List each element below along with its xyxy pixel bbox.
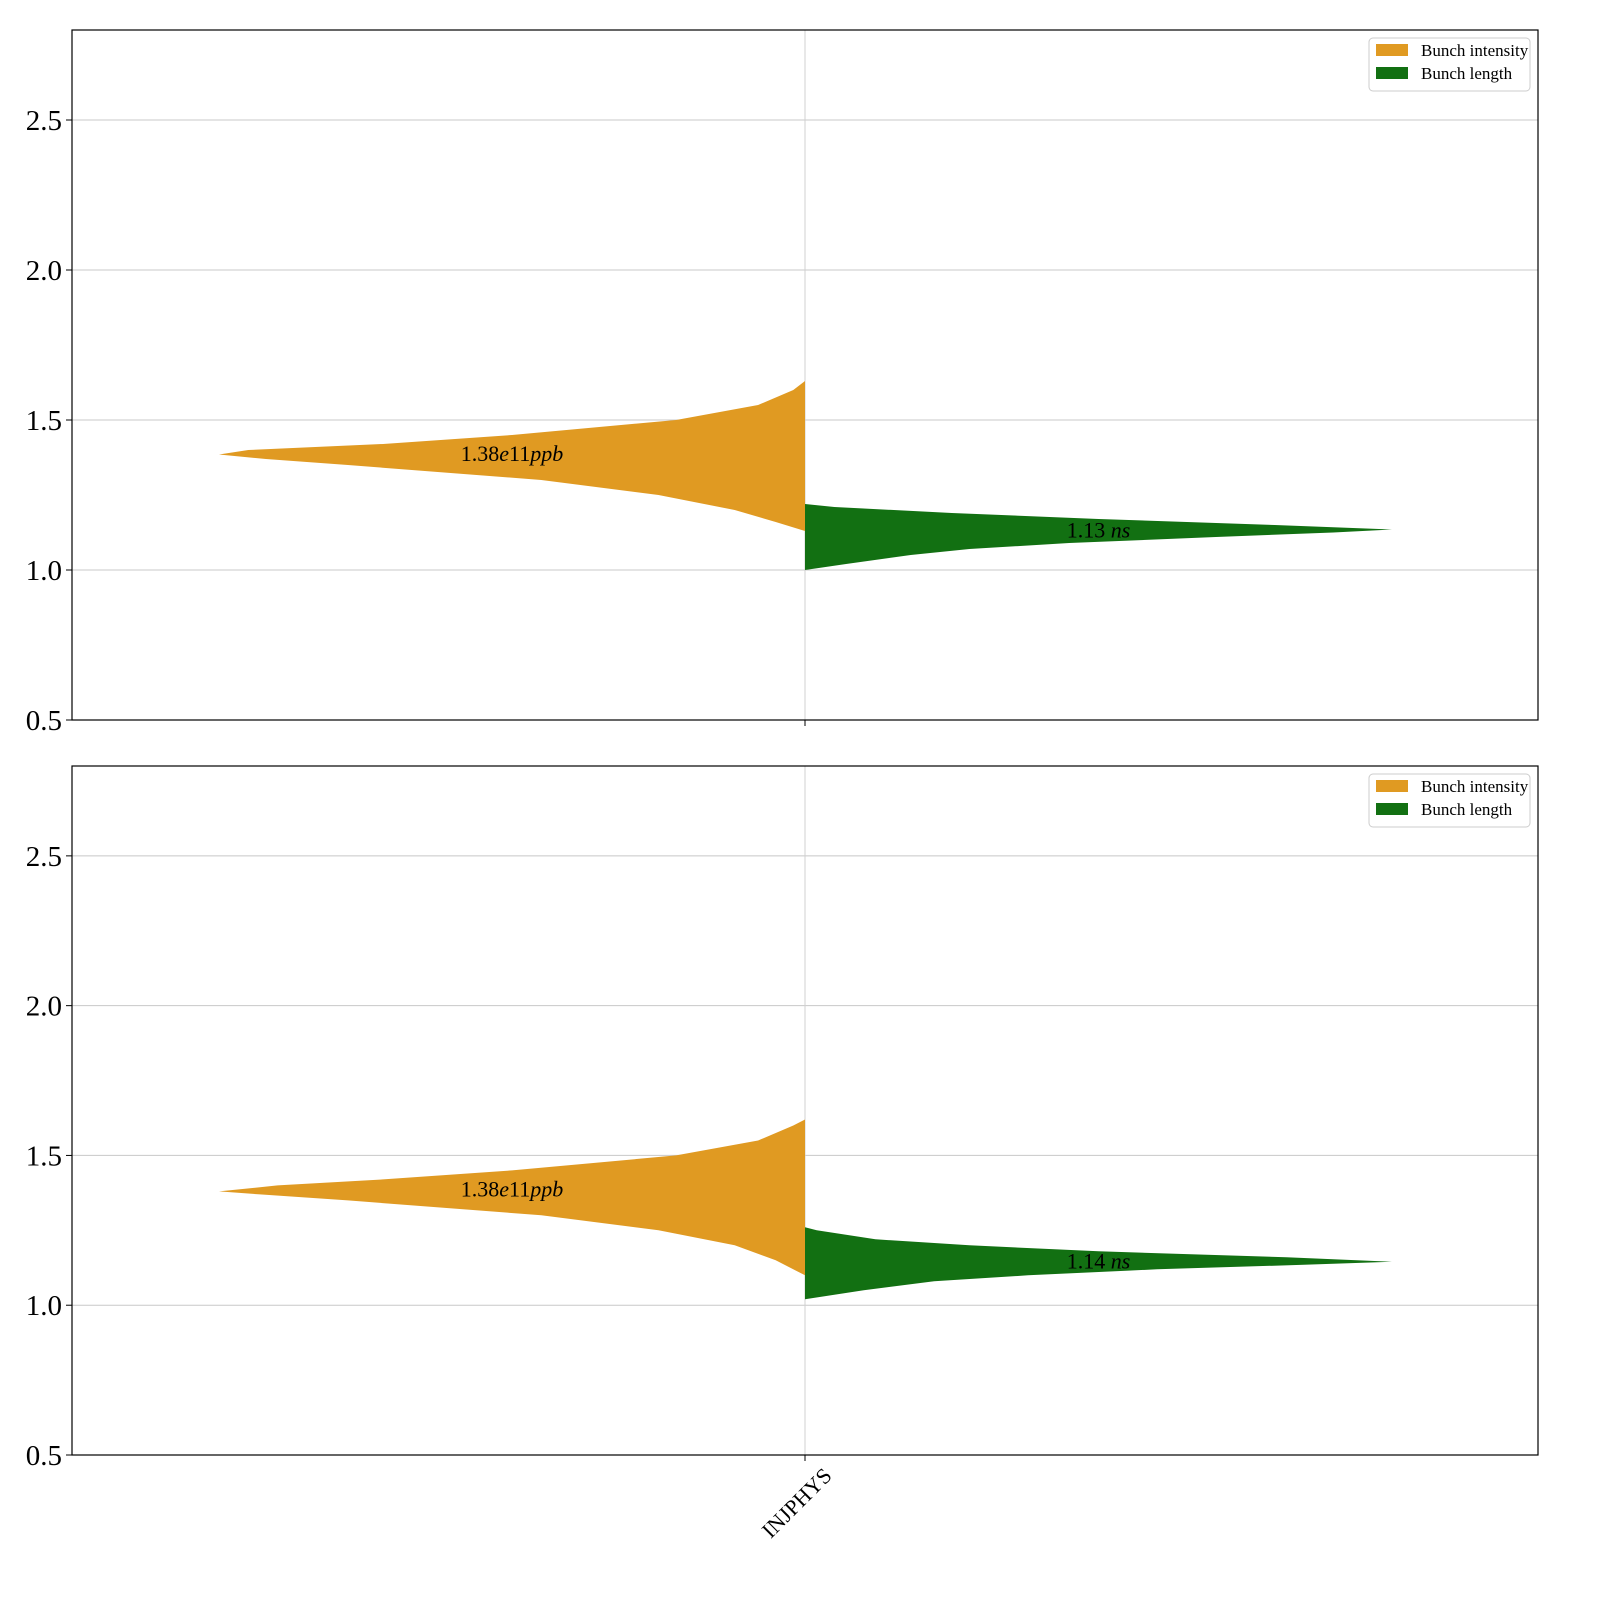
y-tick-label: 0.5 bbox=[26, 1440, 62, 1472]
legend-swatch bbox=[1376, 67, 1408, 79]
violin-bunch-intensity bbox=[219, 1119, 805, 1276]
legend-box bbox=[1368, 37, 1531, 92]
axes-frame bbox=[71, 29, 1539, 721]
x-tick-label: INJPHYS bbox=[757, 1463, 837, 1543]
panel-2: 1.38e11ppb 1.14 ns 0.5 1.0 1.5 2.0 2.5 Bunch in… bbox=[26, 765, 1539, 1472]
y-tick-label: 2.5 bbox=[26, 841, 62, 873]
legend-box bbox=[1368, 773, 1531, 828]
annotation-bunch-length: 1.13 ns bbox=[1067, 518, 1131, 543]
y-tick-label: 1.0 bbox=[26, 1290, 62, 1322]
annotation-bunch-intensity: 1.38e11ppb bbox=[461, 441, 563, 466]
legend-label: Bunch length bbox=[1421, 64, 1513, 83]
legend-label: Bunch intensity bbox=[1421, 41, 1529, 60]
legend: Bunch intensity Bunch length bbox=[1368, 37, 1531, 92]
annotation-bunch-intensity: 1.38e11ppb bbox=[461, 1176, 563, 1201]
violin-bunch-length bbox=[805, 1227, 1392, 1300]
y-tick-label: 1.5 bbox=[26, 1140, 62, 1172]
legend-swatch bbox=[1376, 780, 1408, 792]
violin-bunch-length bbox=[805, 504, 1392, 570]
annotation-bunch-length: 1.14 ns bbox=[1067, 1248, 1131, 1273]
y-tick-label: 2.0 bbox=[26, 991, 62, 1023]
y-tick-label: 0.5 bbox=[26, 705, 62, 737]
panel-1: 1.38e11ppb 1.13 ns 0.5 1.0 1.5 2.0 2.5 Bunch in… bbox=[26, 29, 1539, 737]
axes-frame bbox=[71, 765, 1539, 1456]
y-tick-label: 1.5 bbox=[26, 405, 62, 437]
legend-label: Bunch length bbox=[1421, 800, 1513, 819]
legend-swatch bbox=[1376, 803, 1408, 815]
legend-label: Bunch intensity bbox=[1421, 777, 1529, 796]
y-tick-label: 2.5 bbox=[26, 105, 62, 137]
y-tick-label: 2.0 bbox=[26, 255, 62, 287]
legend-swatch bbox=[1376, 44, 1408, 56]
y-tick-label: 1.0 bbox=[26, 555, 62, 587]
legend: Bunch intensity Bunch length bbox=[1368, 773, 1531, 828]
violin-bunch-intensity bbox=[219, 381, 805, 531]
